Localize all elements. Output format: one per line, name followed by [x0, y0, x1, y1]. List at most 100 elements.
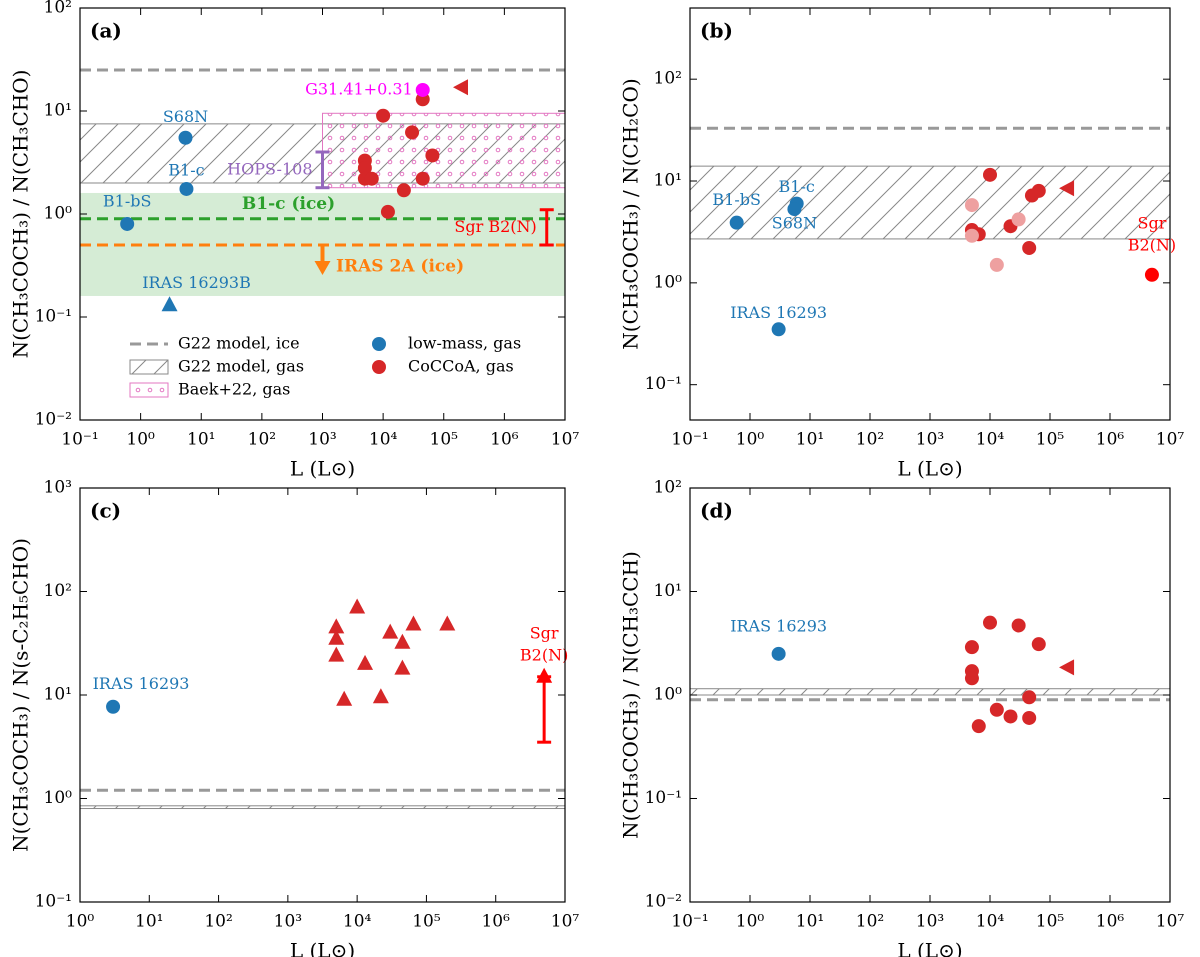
y-tick-label: 10⁻¹: [645, 374, 682, 394]
y-tick-label: 10²: [44, 0, 72, 18]
data-point: [536, 667, 553, 683]
data-point: [964, 640, 979, 655]
y-tick-label: 10⁰: [654, 685, 683, 705]
range-label: Sgr B2(N): [454, 217, 536, 236]
line-label: B1-c (ice): [242, 194, 335, 214]
y-tick-label: 10²: [654, 478, 682, 498]
x-tick-label: 10³: [274, 912, 302, 932]
x-tick-label: 10⁰: [736, 912, 765, 932]
data-point: [983, 615, 997, 630]
data-point: [971, 719, 986, 734]
plot-area: [690, 688, 1170, 702]
data-point: [983, 167, 997, 182]
plot-area: [690, 126, 1170, 240]
point-label: B1-bS: [103, 191, 152, 210]
point-label: B1-bS: [712, 190, 761, 209]
data-point: [1022, 710, 1037, 725]
panel: B1-c (ice) IRAS 2A (ice) HOPS-108 Sgr B2(N)…: [9, 0, 580, 481]
y-tick-label: 10⁻¹: [645, 788, 682, 808]
data-point: [1031, 183, 1046, 198]
x-tick-label: 10⁴: [976, 430, 1005, 450]
y-axis-label: N(CH₃COCH₃) / N(CH₃CHO): [9, 70, 33, 359]
point-label: B2(N): [520, 645, 568, 664]
data-point: [1022, 690, 1037, 705]
x-tick-label: 10⁻¹: [61, 430, 98, 450]
data-point: [729, 215, 744, 230]
y-tick-label: 10⁻²: [35, 410, 72, 430]
data-point: [415, 82, 430, 97]
legend-label: G22 model, gas: [178, 357, 304, 376]
x-tick-label: 10⁵: [430, 430, 459, 450]
y-axis-label: N(CH₃COCH₃) / N(CH₃CCH): [619, 551, 643, 839]
x-tick-label: 10⁵: [412, 912, 441, 932]
y-axis-label: N(CH₃COCH₃) / N(s-C₂H₅CHO): [9, 538, 33, 852]
y-tick-label: 10⁻¹: [35, 892, 72, 912]
data-point: [452, 79, 468, 96]
data-point: [1144, 267, 1159, 282]
x-tick-label: 10⁰: [66, 912, 95, 932]
x-tick-label: 10¹: [796, 430, 824, 450]
data-point: [439, 615, 456, 631]
legend-swatch: [129, 359, 169, 375]
data-point: [1022, 240, 1037, 255]
data-point: [1059, 180, 1075, 197]
data-point: [964, 671, 979, 686]
data-point: [372, 688, 389, 704]
x-axis-label: L (L⊙): [897, 457, 962, 481]
y-tick-label: 10¹: [654, 171, 682, 191]
line-label: IRAS 2A (ice): [336, 257, 464, 277]
x-tick-label: 10⁰: [736, 430, 765, 450]
x-tick-label: 10⁻¹: [671, 430, 708, 450]
x-tick-label: 10¹: [187, 430, 215, 450]
y-tick-label: 10⁰: [44, 204, 73, 224]
data-point: [179, 181, 194, 196]
point-label: IRAS 16293B: [142, 273, 251, 292]
x-tick-label: 10⁷: [551, 912, 580, 932]
legend-label: low-mass, gas: [408, 334, 521, 353]
data-point: [1011, 212, 1026, 227]
legend-label: G22 model, ice: [178, 334, 300, 353]
data-point: [349, 598, 366, 614]
y-tick-label: 10⁰: [654, 272, 683, 292]
data-point: [425, 148, 440, 163]
x-tick-label: 10²: [856, 912, 884, 932]
point-label: S68N: [163, 107, 208, 126]
x-tick-label: 10³: [916, 430, 944, 450]
plot-area: [80, 788, 565, 810]
arrow-head: [314, 261, 331, 276]
data-point: [1031, 637, 1046, 652]
data-point: [394, 633, 411, 649]
y-tick-label: 10³: [44, 478, 72, 498]
data-point: [382, 623, 399, 639]
x-tick-label: 10⁵: [1036, 430, 1065, 450]
data-point: [1003, 709, 1018, 724]
legend-swatch: [129, 382, 169, 398]
data-point: [357, 654, 374, 670]
x-tick-label: 10³: [308, 430, 336, 450]
data-point: [989, 702, 1004, 717]
x-tick-label: 10³: [916, 912, 944, 932]
y-tick-label: 10¹: [654, 581, 682, 601]
data-point: [376, 108, 391, 123]
legend: G22 model, ice G22 model, gas Baek+22, gas…: [129, 334, 521, 399]
x-tick-label: 10²: [856, 430, 884, 450]
point-label: IRAS 16293: [93, 674, 190, 693]
point-label: G31.41+0.31: [305, 79, 413, 98]
data-point: [161, 296, 178, 312]
point-label: S68N: [772, 214, 817, 233]
x-tick-label: 10⁶: [1096, 912, 1125, 932]
x-tick-label: 10⁴: [369, 430, 398, 450]
band: [690, 165, 1170, 240]
x-tick-label: 10⁶: [490, 430, 519, 450]
data-point: [394, 659, 411, 675]
y-tick-label: 10⁰: [44, 788, 73, 808]
data-point: [415, 171, 430, 186]
data-point: [1059, 659, 1075, 676]
x-tick-label: 10⁻¹: [671, 912, 708, 932]
x-tick-label: 10⁷: [1156, 430, 1185, 450]
x-axis-label: L (L⊙): [290, 939, 355, 957]
x-tick-label: 10⁴: [976, 912, 1005, 932]
panel-label: (c): [90, 499, 121, 523]
band: [690, 688, 1170, 696]
panel-label: (a): [90, 19, 122, 43]
